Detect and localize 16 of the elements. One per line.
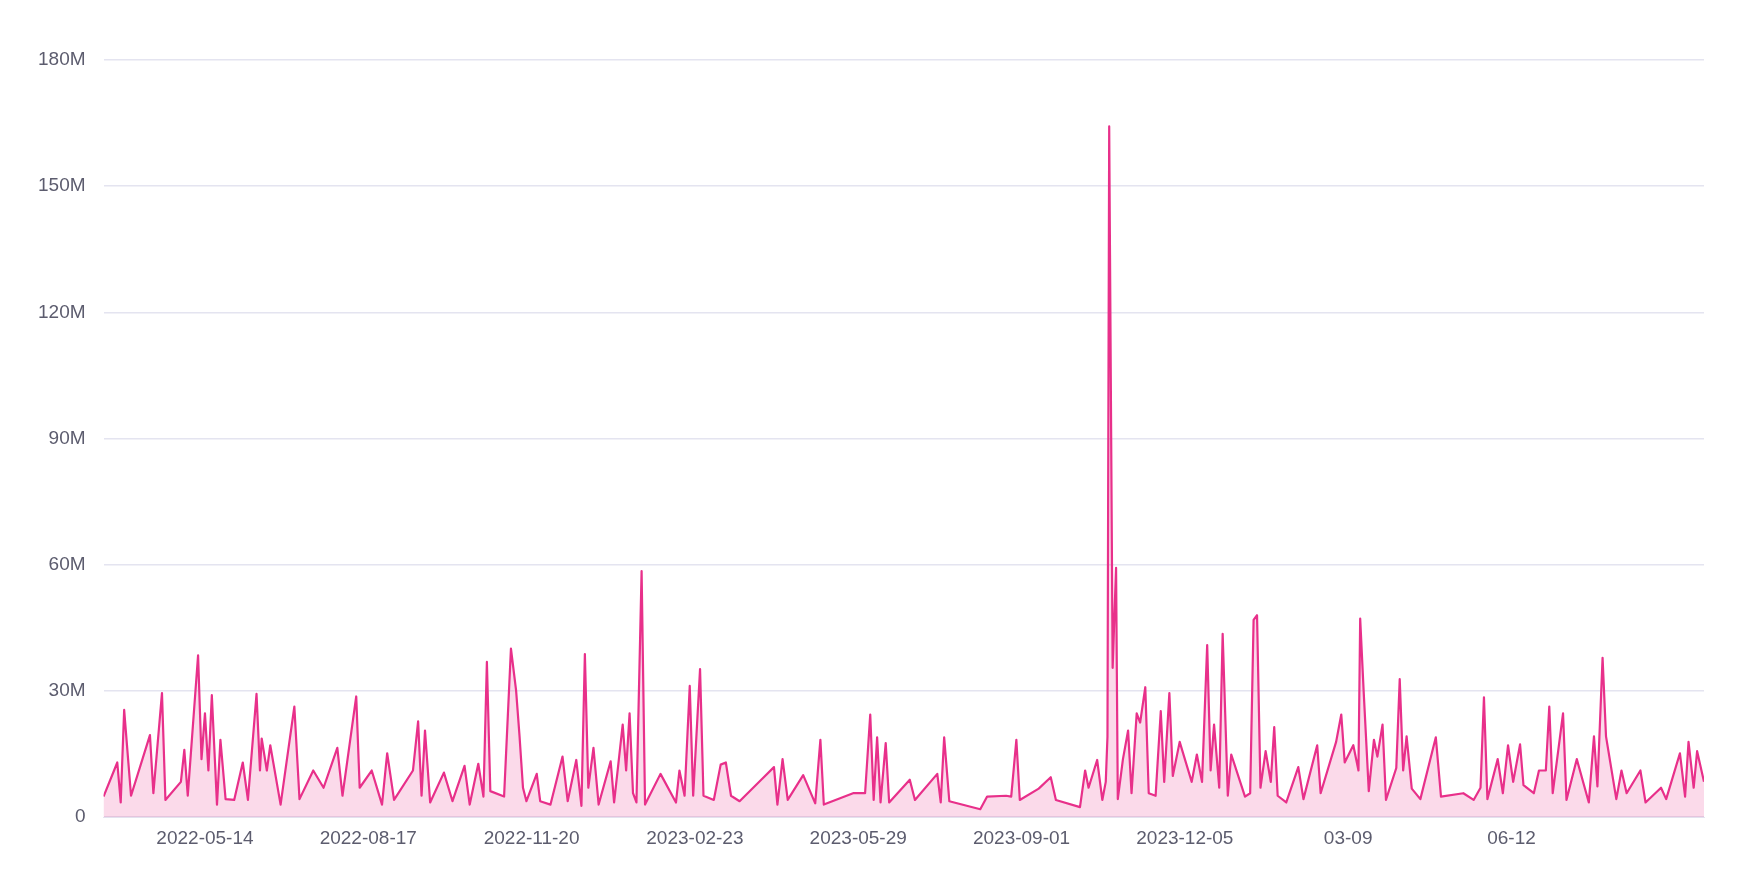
y-tick-label: 0 xyxy=(74,805,86,827)
x-tick-label: 2023-09-01 xyxy=(972,826,1071,848)
y-tick-label: 90M xyxy=(48,426,86,448)
x-tick-label: 2022-08-17 xyxy=(319,826,417,848)
y-tick-label: 180M xyxy=(38,48,86,70)
y-tick-label: 30M xyxy=(48,679,86,701)
x-tick-label: 2022-11-20 xyxy=(483,826,580,848)
y-tick-label: 120M xyxy=(38,300,86,322)
x-tick-label: 06-12 xyxy=(1487,826,1536,848)
x-tick-label: 2023-05-29 xyxy=(809,826,907,848)
y-tick-label: 60M xyxy=(48,553,86,575)
x-tick-label: 2023-12-05 xyxy=(1136,826,1234,848)
x-tick-label: 03-09 xyxy=(1323,826,1373,848)
x-tick-label: 2023-02-23 xyxy=(646,826,744,848)
x-tick-label: 2022-05-14 xyxy=(156,826,254,848)
y-tick-label: 150M xyxy=(38,174,86,196)
